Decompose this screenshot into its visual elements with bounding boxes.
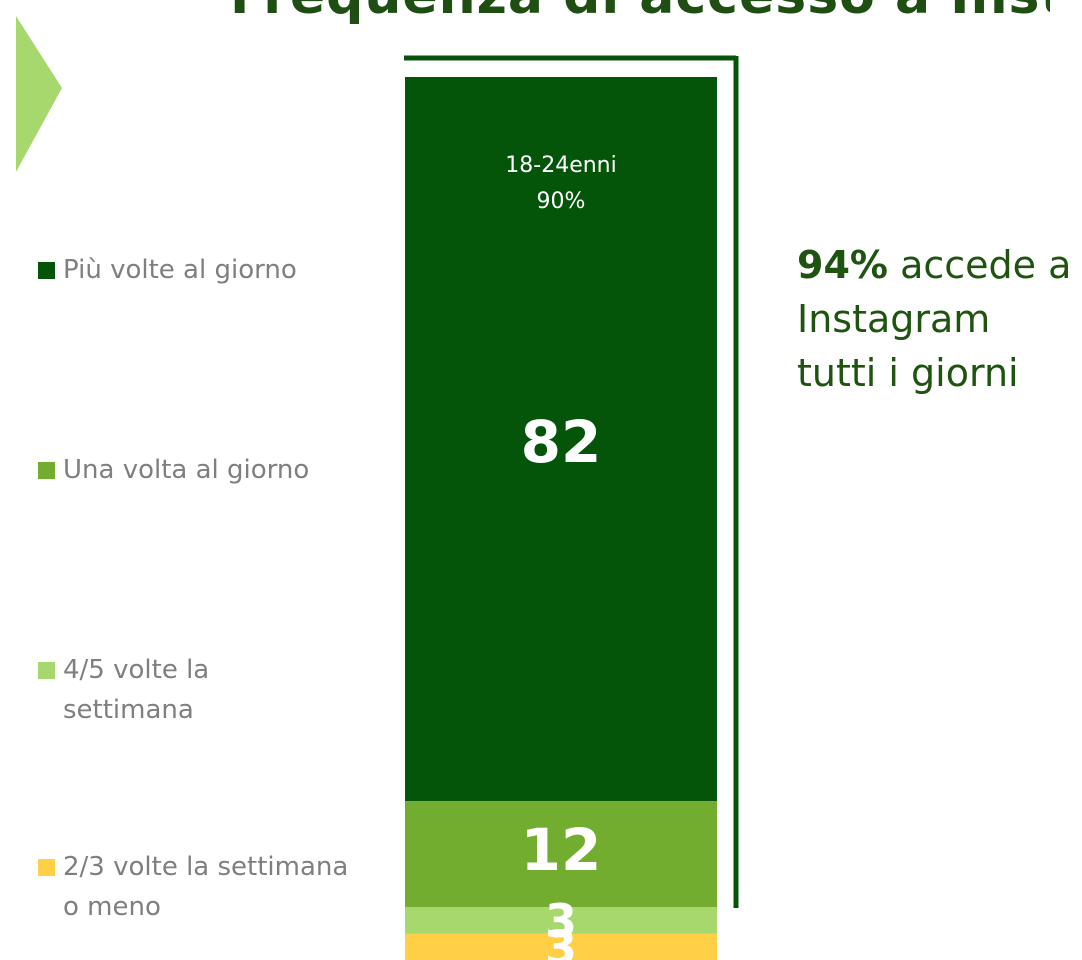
- data-label: 3: [545, 920, 577, 960]
- bar-segment: [405, 801, 717, 908]
- annotation-percent: 90%: [537, 189, 586, 214]
- callout-percent: 94%: [797, 243, 888, 287]
- legend-label: 4/5 volte la settimana: [63, 655, 210, 725]
- arrow-shape: [16, 16, 62, 172]
- legend-item-una-volta: Una volta al giorno: [38, 450, 363, 490]
- legend-label: Una volta al giorno: [63, 455, 310, 485]
- slide-title-fragment: Frequenza di accesso a Instagram: [230, 0, 1050, 26]
- legend-swatch: [38, 859, 55, 876]
- data-label: 82: [521, 408, 602, 476]
- callout: 94% accede a Instagram tutti i giorni: [797, 238, 1077, 400]
- decorative-arrow-icon: [16, 16, 62, 172]
- callout-text: accede a Instagram tutti i giorni: [797, 243, 1072, 395]
- legend-swatch: [38, 662, 55, 679]
- legend-item-4-5-volte: 4/5 volte la settimana: [38, 650, 263, 730]
- bar-segment: [405, 77, 717, 802]
- legend-label: 2/3 volte la settimana o meno: [63, 852, 349, 922]
- bar-segment: [405, 933, 717, 960]
- data-label: 12: [521, 816, 602, 884]
- annotation-age-group: 18-24enni: [505, 153, 616, 178]
- data-label: 3: [545, 894, 577, 948]
- slide-title-text: Frequenza di accesso a Instagram: [230, 0, 1050, 26]
- legend-item-2-3-volte: 2/3 volte la settimana o meno: [38, 847, 363, 927]
- legend-label: Più volte al giorno: [63, 255, 297, 285]
- legend-item-piu-volte: Più volte al giorno: [38, 250, 363, 290]
- legend-swatch: [38, 462, 55, 479]
- legend-swatch: [38, 262, 55, 279]
- bar-segment: [405, 907, 717, 934]
